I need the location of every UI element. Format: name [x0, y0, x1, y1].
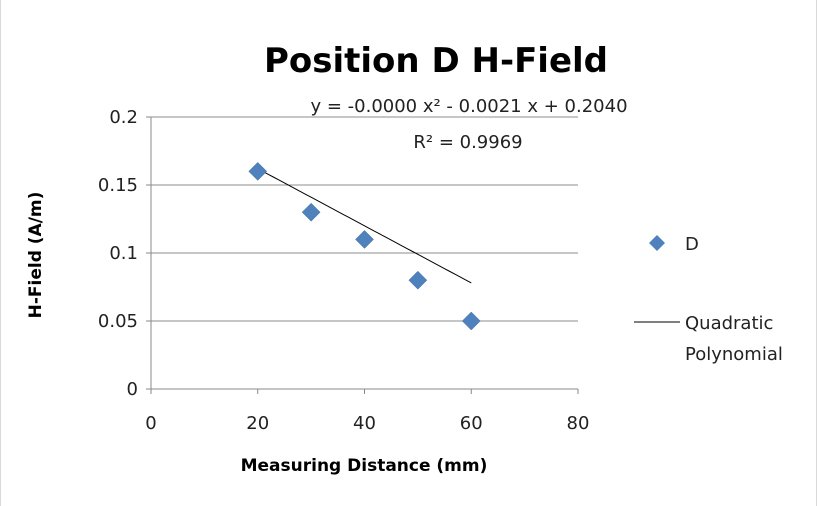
y-tick-labels: 0 0.05 0.1 0.15 0.2	[98, 107, 151, 400]
x-tick-label: 40	[353, 413, 376, 434]
y-tick-label: 0.15	[98, 175, 138, 196]
y-tick-label: 0.05	[98, 311, 138, 332]
data-point	[461, 311, 481, 331]
y-tick-label: 0	[127, 379, 138, 400]
data-point	[408, 270, 428, 290]
legend: D Quadratic Polynomial	[634, 234, 783, 365]
legend-label-trendline-line1: Quadratic	[685, 313, 773, 334]
legend-label-d: D	[685, 234, 699, 255]
x-tick-label: 20	[246, 413, 269, 434]
trendline-r-squared: R² = 0.9969	[413, 132, 522, 153]
y-tick-label: 0.1	[109, 243, 138, 264]
x-axis-title: Measuring Distance (mm)	[241, 456, 488, 476]
trendline	[257, 168, 472, 284]
data-point	[355, 230, 374, 249]
y-tick-label: 0.2	[109, 107, 138, 128]
x-tick-label: 60	[460, 413, 483, 434]
trendline-equation: y = -0.0000 x² - 0.0021 x + 0.2040	[310, 96, 627, 117]
chart-title: Position D H-Field	[264, 41, 608, 81]
x-tick-labels: 0 20 40 60 80	[145, 389, 589, 434]
x-tick-label: 0	[145, 413, 156, 434]
gridlines	[151, 116, 578, 322]
legend-marker-d	[649, 235, 665, 251]
data-points	[248, 162, 481, 331]
data-point	[301, 202, 321, 222]
x-tick-label: 80	[567, 413, 590, 434]
legend-label-trendline-line2: Polynomial	[685, 344, 783, 365]
data-point	[248, 162, 268, 181]
y-axis-title: H-Field (A/m)	[26, 192, 46, 319]
